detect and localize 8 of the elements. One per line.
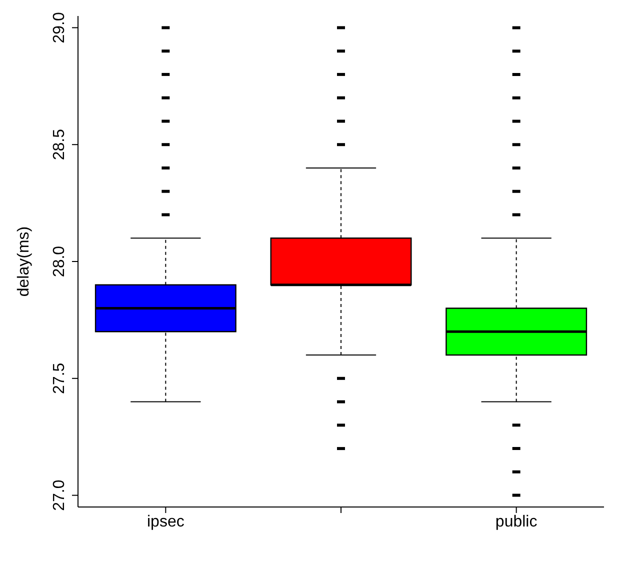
y-tick-label: 28.5: [51, 128, 68, 160]
x-tick-label: ipsec: [146, 513, 184, 530]
y-tick-label: 28.0: [51, 246, 68, 278]
x-tick-label: public: [495, 513, 538, 530]
y-tick-label: 27.0: [51, 480, 68, 511]
y-tick-label: 27.5: [51, 362, 68, 394]
y-tick-label: 29.0: [51, 12, 68, 44]
y-axis-title: delay(ms): [16, 226, 33, 297]
